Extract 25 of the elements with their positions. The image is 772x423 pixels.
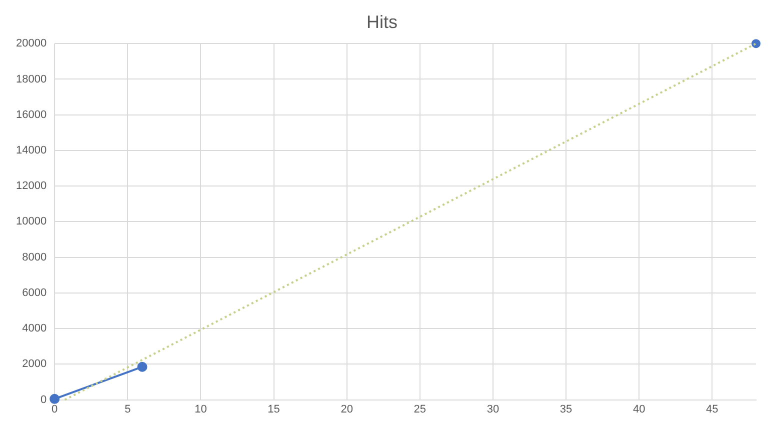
y-tick-label: 20000 xyxy=(16,38,47,50)
x-tick-label: 45 xyxy=(706,403,718,416)
x-tick-label: 0 xyxy=(52,403,58,416)
y-tick-label: 6000 xyxy=(22,286,47,299)
y-tick-label: 12000 xyxy=(16,180,47,192)
y-tick-label: 18000 xyxy=(16,73,47,86)
y-tick-label: 4000 xyxy=(22,322,47,335)
x-tick-label: 10 xyxy=(194,403,207,416)
y-tick-label: 14000 xyxy=(16,144,47,156)
point xyxy=(752,39,760,48)
x-tick-label: 30 xyxy=(486,403,500,416)
x-tick-label: 5 xyxy=(124,403,131,416)
x-tick-label: 20 xyxy=(340,403,353,416)
x-tick-label: 35 xyxy=(560,403,572,416)
chart-title: Hits xyxy=(366,12,398,32)
y-tick-label: 2000 xyxy=(22,358,47,370)
point xyxy=(50,394,60,404)
y-tick-label: 8000 xyxy=(22,251,47,264)
point xyxy=(137,362,148,372)
x-tick-label: 15 xyxy=(268,403,280,416)
x-tick-label: 40 xyxy=(632,403,646,416)
y-tick-label: 10000 xyxy=(16,216,47,228)
y-tick-label: 0 xyxy=(40,394,47,406)
y-tick-label: 16000 xyxy=(16,108,47,121)
x-tick-label: 25 xyxy=(414,403,426,416)
